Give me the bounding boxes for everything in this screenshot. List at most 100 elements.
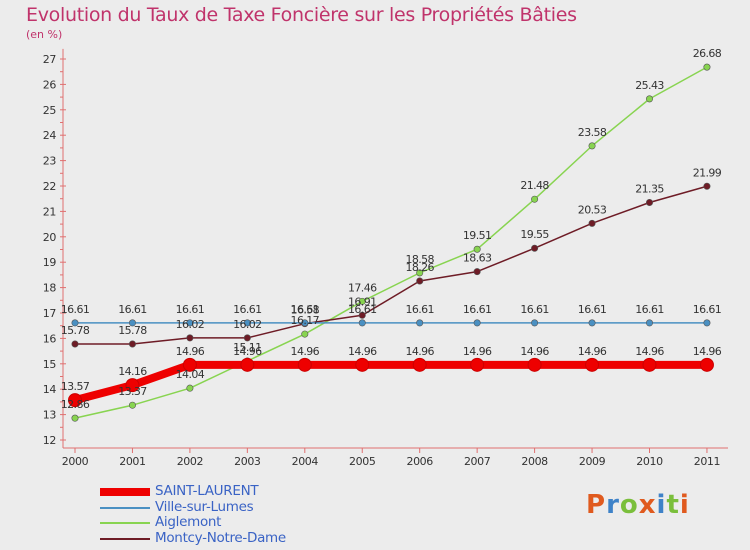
data-label: 15.78 (118, 324, 147, 337)
data-point (470, 357, 485, 372)
data-point (531, 319, 539, 327)
data-point (645, 319, 653, 327)
x-tick-label: 2002 (177, 455, 203, 468)
data-point (527, 357, 542, 372)
y-tick-label: 27 (43, 53, 57, 66)
legend-label: Aiglemont (155, 514, 222, 530)
y-tick-label: 16 (43, 332, 57, 345)
data-label: 16.61 (118, 303, 147, 316)
x-tick-label: 2009 (579, 455, 606, 468)
y-axis-label: (en %) (26, 28, 63, 41)
x-tick-label: 2007 (464, 455, 491, 468)
data-point (473, 245, 481, 253)
legend-swatch (100, 506, 150, 509)
data-label: 16.02 (233, 318, 262, 331)
data-point (240, 357, 255, 372)
data-label: 20.53 (578, 203, 607, 216)
data-label: 14.96 (578, 345, 607, 358)
data-label: 16.61 (635, 303, 664, 316)
data-label: 13.57 (61, 380, 90, 393)
data-label: 21.35 (635, 183, 664, 196)
data-point (416, 269, 424, 277)
y-tick-label: 17 (43, 307, 57, 320)
y-tick-label: 26 (43, 78, 57, 91)
data-label: 16.61 (291, 303, 320, 316)
data-point (703, 319, 711, 327)
data-point (301, 330, 309, 338)
data-label: 14.16 (118, 365, 147, 378)
data-point (588, 219, 596, 227)
legend-swatch (100, 522, 150, 524)
data-label: 19.51 (463, 229, 492, 242)
data-point (186, 334, 194, 342)
data-label: 16.61 (578, 303, 607, 316)
data-label: 26.68 (693, 47, 722, 60)
data-point (416, 277, 424, 285)
data-point (358, 297, 366, 305)
data-label: 17.46 (348, 281, 377, 294)
data-label: 16.61 (348, 303, 377, 316)
legend-swatch (100, 488, 150, 496)
data-point (358, 319, 366, 327)
data-label: 14.96 (291, 345, 320, 358)
x-tick-label: 2005 (349, 455, 376, 468)
y-tick-label: 13 (43, 409, 57, 422)
data-label: 18.26 (405, 261, 434, 274)
data-label: 16.61 (176, 303, 205, 316)
data-point (699, 357, 714, 372)
data-point (473, 268, 481, 276)
legend-label: Ville-sur-Lumes (155, 498, 254, 515)
x-tick-label: 2000 (62, 455, 89, 468)
data-point (128, 401, 136, 409)
x-tick-label: 2008 (521, 455, 548, 468)
data-point (68, 393, 82, 408)
data-label: 14.96 (176, 345, 205, 358)
data-point (416, 319, 424, 327)
chart-title: Evolution du Taux de Taxe Foncière sur l… (26, 4, 577, 26)
data-label: 16.58 (291, 304, 320, 317)
data-point (125, 378, 140, 393)
y-tick-label: 25 (43, 104, 57, 117)
data-label: 14.96 (405, 345, 434, 358)
data-label: 14.96 (463, 345, 492, 358)
data-label: 14.96 (693, 345, 722, 358)
data-point (243, 334, 251, 342)
data-label: 23.58 (578, 126, 607, 139)
data-label: 15.78 (61, 324, 90, 337)
data-label: 16.61 (520, 303, 549, 316)
data-label: 14.96 (635, 345, 664, 358)
data-label: 16.61 (233, 303, 262, 316)
data-point (186, 319, 194, 327)
y-tick-label: 21 (43, 205, 56, 218)
y-tick-label: 12 (43, 434, 56, 447)
data-point (128, 319, 136, 327)
data-label: 16.17 (291, 314, 320, 327)
data-label: 14.96 (520, 345, 549, 358)
data-point (645, 199, 653, 207)
data-label: 16.61 (61, 303, 90, 316)
series-line-aiglemont (74, 66, 708, 419)
series-line-montcy-notre-dame (75, 185, 708, 345)
data-point (588, 319, 596, 327)
data-point (473, 319, 481, 327)
data-label: 14.96 (233, 345, 262, 358)
data-point (186, 384, 194, 392)
y-tick-label: 22 (43, 180, 56, 193)
data-label: 14.04 (176, 368, 205, 381)
data-point (355, 357, 370, 372)
legend-swatch (100, 537, 150, 540)
data-point (128, 340, 136, 348)
x-tick-label: 2003 (234, 455, 261, 468)
data-point (703, 182, 711, 190)
proxiti-logo: Proxiti (586, 490, 690, 520)
data-point (71, 340, 79, 348)
x-tick-label: 2006 (406, 455, 433, 468)
y-tick-label: 14 (43, 383, 57, 396)
y-tick-label: 18 (43, 282, 57, 295)
x-tick-label: 2001 (119, 455, 145, 468)
data-label: 16.61 (463, 303, 492, 316)
data-point (531, 244, 539, 252)
x-tick-label: 2010 (636, 455, 663, 468)
